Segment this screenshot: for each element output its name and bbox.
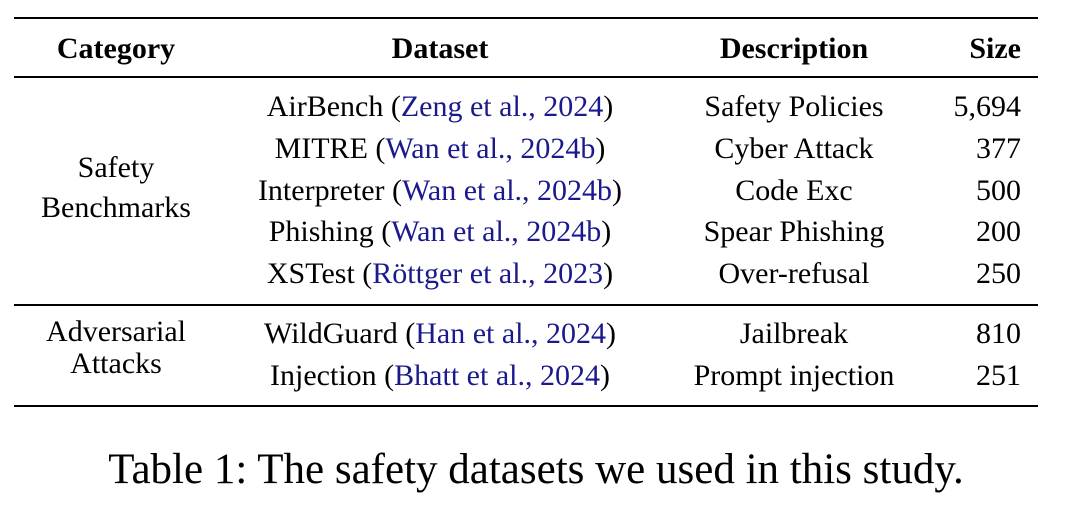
category-label-line2: Benchmarks — [41, 191, 191, 224]
size-cell: 377 — [976, 132, 1021, 165]
dataset-name: AirBench — [266, 90, 384, 123]
description-cell: Safety Policies — [704, 90, 884, 123]
header-size: Size — [969, 32, 1021, 65]
dataset-name: Phishing — [268, 215, 374, 248]
dataset-name: Injection — [270, 359, 377, 392]
table-top-rule — [14, 17, 1038, 19]
size-cell: 250 — [976, 257, 1021, 290]
category-label-line2: Attacks — [70, 347, 162, 380]
header-rule — [14, 76, 1038, 78]
citation-link[interactable]: Wan et al., 2024b — [385, 132, 596, 165]
category-adversarial-attacks: Adversarial Attacks — [14, 316, 218, 380]
category-label-line1: Safety — [77, 151, 155, 184]
citation-link[interactable]: Han et al., 2024 — [415, 317, 607, 350]
citation-link[interactable]: Wan et al., 2024b — [402, 174, 613, 207]
description-cell: Prompt injection — [693, 359, 895, 392]
category-safety-benchmarks: Safety Benchmarks — [14, 148, 218, 228]
dataset-cell: XSTest (Röttger et al., 2023) — [266, 257, 614, 290]
header-category: Category — [56, 32, 176, 65]
dataset-cell: AirBench (Zeng et al., 2024) — [266, 90, 614, 123]
size-cell: 500 — [976, 174, 1021, 207]
description-cell: Cyber Attack — [714, 132, 874, 165]
group-separator-rule — [14, 304, 1038, 306]
citation-link[interactable]: Zeng et al., 2024 — [400, 90, 604, 123]
table-caption: Table 1: The safety datasets we used in … — [108, 446, 964, 493]
dataset-cell: Interpreter (Wan et al., 2024b) — [257, 174, 623, 207]
dataset-name: MITRE — [274, 132, 368, 165]
size-cell: 810 — [976, 317, 1021, 350]
dataset-cell: Phishing (Wan et al., 2024b) — [268, 215, 612, 248]
dataset-cell: Injection (Bhatt et al., 2024) — [270, 359, 610, 392]
dataset-name: WildGuard — [263, 317, 398, 350]
description-cell: Jailbreak — [739, 317, 849, 350]
header-description: Description — [719, 32, 869, 65]
dataset-cell: WildGuard (Han et al., 2024) — [263, 317, 617, 350]
citation-link[interactable]: Bhatt et al., 2024 — [394, 359, 600, 392]
category-label-line1: Adversarial — [46, 315, 186, 348]
dataset-name: XSTest — [266, 257, 355, 290]
citation-link[interactable]: Röttger et al., 2023 — [372, 257, 604, 290]
dataset-cell: MITRE (Wan et al., 2024b) — [274, 132, 606, 165]
header-dataset: Dataset — [391, 32, 489, 65]
size-cell: 251 — [976, 359, 1021, 392]
description-cell: Over-refusal — [718, 257, 870, 290]
citation-link[interactable]: Wan et al., 2024b — [391, 215, 602, 248]
description-cell: Code Exc — [735, 174, 853, 207]
description-cell: Spear Phishing — [703, 215, 885, 248]
dataset-name: Interpreter — [257, 174, 385, 207]
table-bottom-rule — [14, 405, 1038, 407]
size-cell: 5,694 — [953, 90, 1022, 123]
size-cell: 200 — [976, 215, 1021, 248]
